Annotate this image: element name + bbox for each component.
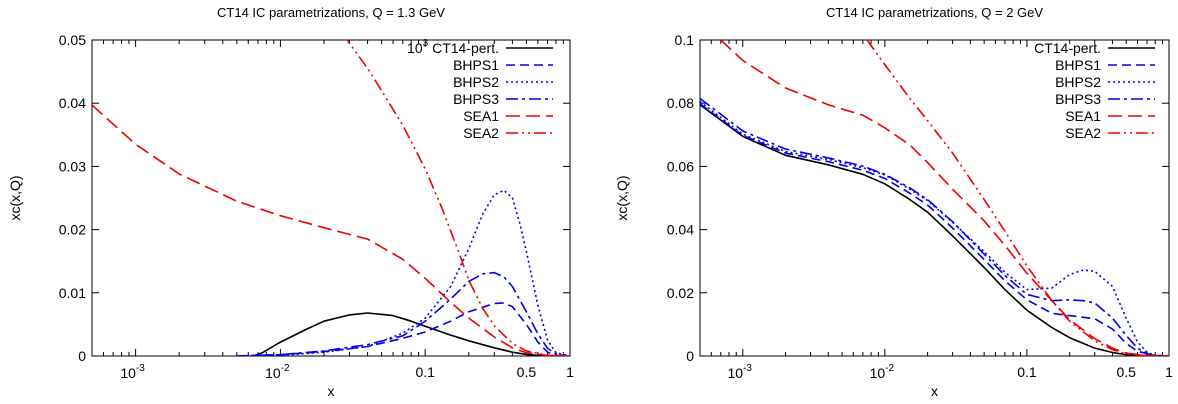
legend-label: BHPS1 bbox=[1055, 57, 1101, 73]
plot-frame bbox=[91, 39, 571, 357]
legend-series-name: SEA1 bbox=[463, 108, 499, 124]
series-line-bhps2 bbox=[236, 189, 570, 356]
legend-label: CT14-pert. bbox=[1034, 40, 1101, 56]
y-tick-label: 0.03 bbox=[59, 158, 86, 174]
legend-series-name: BHPS2 bbox=[453, 74, 499, 90]
y-tick-label: 0.02 bbox=[667, 285, 694, 301]
chart-title: CT14 IC parametrizations, Q = 2 GeV bbox=[826, 5, 1043, 20]
x-tick-label: 0.1 bbox=[1017, 364, 1037, 380]
legend-series-name: SEA2 bbox=[1065, 125, 1101, 141]
legend-label: BHPS2 bbox=[1055, 74, 1101, 90]
legend-label: BHPS3 bbox=[1055, 91, 1101, 107]
x-tick-label-exponent: -3 bbox=[743, 363, 752, 374]
legend-label: SEA1 bbox=[463, 108, 499, 124]
series-line-bhps2 bbox=[700, 100, 1169, 356]
left-chart-panel: CT14 IC parametrizations, Q = 1.3 GeV 0 0.… bbox=[7, 5, 574, 399]
x-tick-label-exponent: -3 bbox=[136, 363, 145, 374]
series-line-sea2 bbox=[346, 40, 570, 356]
chart-title: CT14 IC parametrizations, Q = 1.3 GeV bbox=[217, 5, 445, 20]
x-tick-label: 0.5 bbox=[517, 364, 537, 380]
x-tick-label: 10-2 bbox=[265, 363, 290, 381]
series-line-bhps3 bbox=[236, 271, 570, 356]
legend-label: SEA2 bbox=[463, 125, 499, 141]
legend-prefix-exponent: 3 bbox=[423, 38, 429, 49]
y-tick-label: 0.04 bbox=[667, 222, 694, 238]
y-tick-label: 0.1 bbox=[675, 32, 695, 48]
x-tick-label: 1 bbox=[1165, 364, 1173, 380]
series-line-bhps1 bbox=[700, 103, 1169, 356]
legend-label: SEA2 bbox=[1065, 125, 1101, 141]
x-tick-label: 0.1 bbox=[415, 364, 435, 380]
series-line-ct14-pert bbox=[700, 104, 1169, 356]
x-axis-label: x bbox=[328, 383, 335, 399]
x-tick-label-exponent: -2 bbox=[281, 363, 290, 374]
x-tick-label-base: 10 bbox=[120, 365, 136, 381]
y-tick-label: 0.02 bbox=[59, 222, 86, 238]
series-line-sea1 bbox=[720, 40, 1169, 356]
legend-series-name: SEA1 bbox=[1065, 108, 1101, 124]
series-group bbox=[92, 40, 570, 356]
legend-label: SEA1 bbox=[1065, 108, 1101, 124]
legend-prefix-base: 10 bbox=[407, 40, 423, 56]
legend-series-name: BHPS3 bbox=[453, 91, 499, 107]
legend-series-name: BHPS3 bbox=[1055, 91, 1101, 107]
legend-series-name: CT14-pert. bbox=[428, 40, 499, 56]
x-tick-label-base: 10 bbox=[870, 365, 886, 381]
x-tick-label-base: 10 bbox=[728, 365, 744, 381]
series-line-sea1 bbox=[92, 104, 570, 356]
x-tick-label: 10-3 bbox=[120, 363, 145, 381]
x-tick-label: 0.5 bbox=[1116, 364, 1136, 380]
y-tick-label: 0 bbox=[686, 348, 694, 364]
x-tick-label-exponent: -2 bbox=[885, 363, 894, 374]
series-line-sea2 bbox=[866, 40, 1169, 356]
legend-series-name: BHPS1 bbox=[1055, 57, 1101, 73]
legend-series-name: BHPS2 bbox=[1055, 74, 1101, 90]
x-tick-label: 1 bbox=[566, 364, 574, 380]
y-axis-label: xc(x,Q) bbox=[614, 175, 630, 220]
y-tick-label: 0.06 bbox=[667, 158, 694, 174]
x-axis-label: x bbox=[931, 383, 938, 399]
legend-series-name: CT14-pert. bbox=[1034, 40, 1101, 56]
y-tick-label: 0.05 bbox=[59, 32, 86, 48]
legend-label: BHPS1 bbox=[453, 57, 499, 73]
legend-label: BHPS3 bbox=[453, 91, 499, 107]
y-tick-label: 0 bbox=[78, 348, 86, 364]
series-line-bhps3 bbox=[700, 97, 1169, 356]
legend-label: 103 CT14-pert. bbox=[407, 38, 499, 56]
legend-label: BHPS2 bbox=[453, 74, 499, 90]
y-tick-label: 0.04 bbox=[59, 95, 86, 111]
series-group bbox=[700, 40, 1169, 356]
x-tick-label-base: 10 bbox=[265, 365, 281, 381]
x-tick-label: 10-2 bbox=[870, 363, 895, 381]
y-axis-label: xc(x,Q) bbox=[7, 175, 23, 220]
plot-frame bbox=[699, 39, 1170, 357]
x-tick-label: 10-3 bbox=[728, 363, 753, 381]
y-tick-label: 0.01 bbox=[59, 285, 86, 301]
legend-series-name: SEA2 bbox=[463, 125, 499, 141]
legend-series-name: BHPS1 bbox=[453, 57, 499, 73]
y-tick-label: 0.08 bbox=[667, 95, 694, 111]
right-chart-panel: CT14 IC parametrizations, Q = 2 GeV 0 0.02… bbox=[614, 5, 1173, 399]
